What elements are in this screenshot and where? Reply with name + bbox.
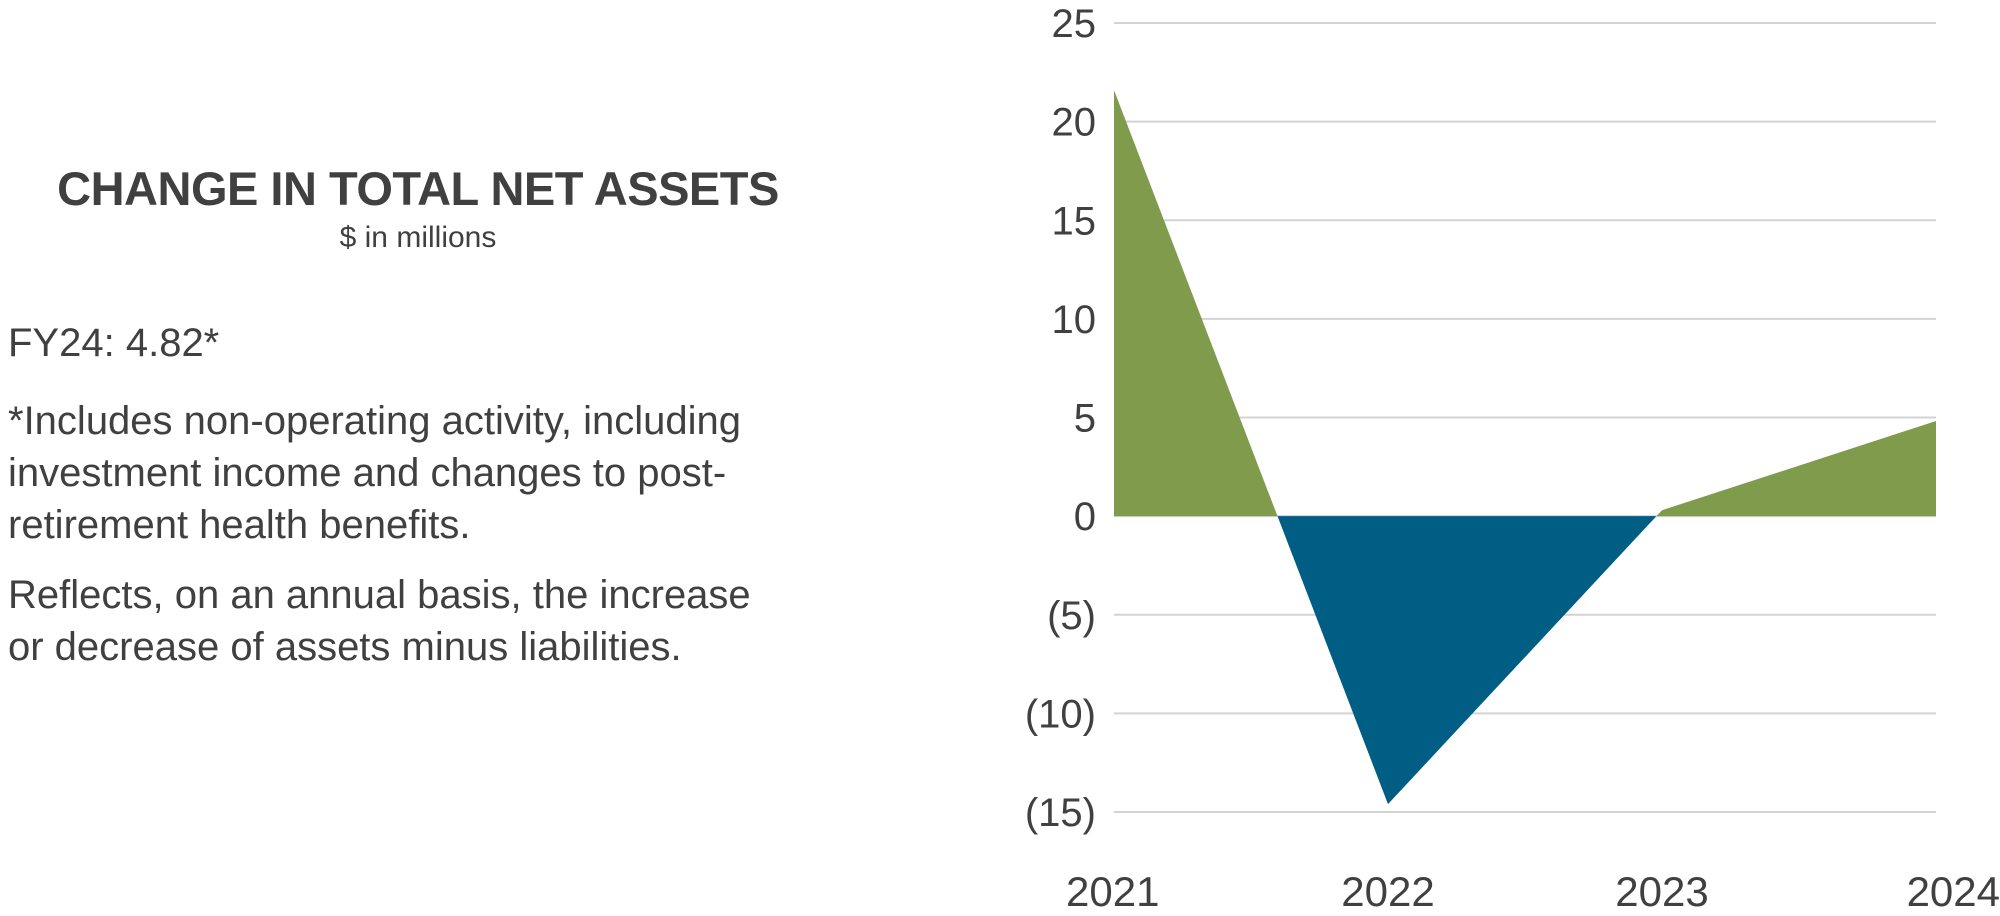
chart-title: CHANGE IN TOTAL NET ASSETS (57, 162, 779, 215)
notes-column: *Includes non-operating activity, includ… (8, 395, 768, 673)
x-tick-label: 2022 (1341, 868, 1434, 915)
y-tick-label: 0 (1074, 495, 1096, 539)
x-tick-label: 2021 (1066, 868, 1159, 915)
y-tick-label: (15) (1025, 791, 1096, 835)
positive-area (1656, 421, 1936, 517)
fy24-value: FY24: 4.82* (8, 321, 220, 365)
y-tick-label: 5 (1074, 397, 1096, 441)
positive-area (1114, 90, 1278, 517)
y-tick-label: 25 (1052, 2, 1097, 46)
negative-area (1277, 516, 1657, 805)
chart-subtitle: $ in millions (339, 221, 497, 254)
y-tick-label: 10 (1052, 298, 1097, 342)
y-tick-label: (10) (1025, 692, 1096, 736)
x-tick-label: 2023 (1615, 868, 1708, 915)
footnote-text: *Includes non-operating activity, includ… (8, 399, 742, 547)
y-tick-label: 15 (1052, 199, 1097, 243)
x-tick-label: 2024 (1907, 868, 2000, 915)
description-text: Reflects, on an annual basis, the increa… (8, 573, 751, 669)
y-tick-label: (5) (1047, 594, 1096, 638)
y-tick-label: 20 (1052, 101, 1097, 145)
